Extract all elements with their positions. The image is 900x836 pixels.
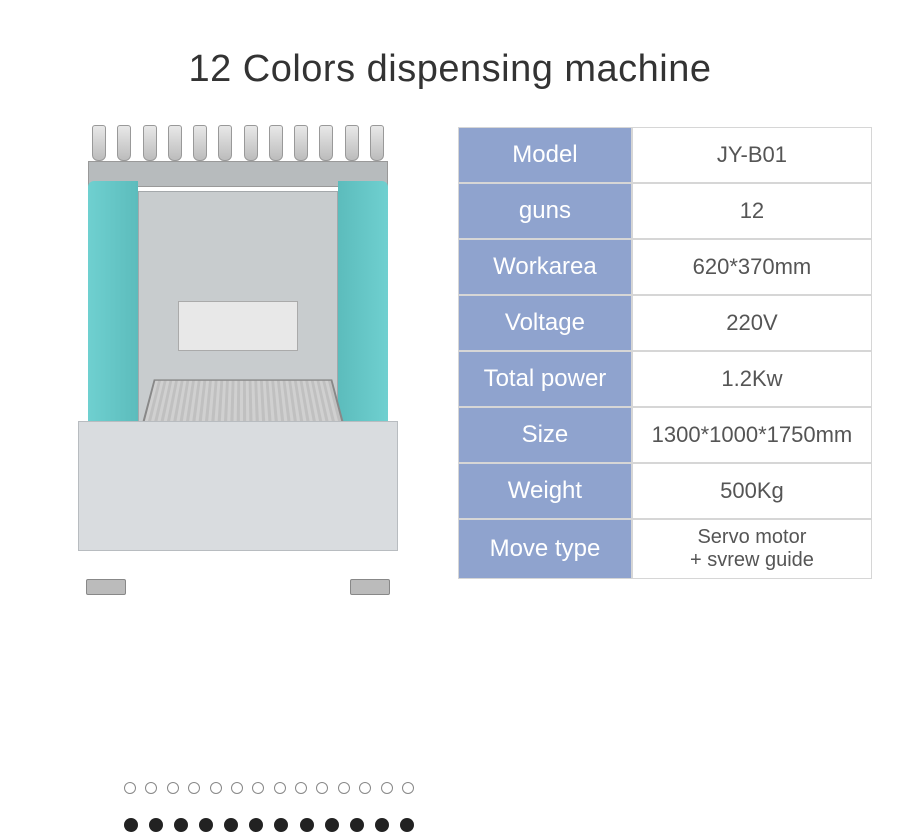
nozzle-icon [319, 125, 333, 161]
knob-icon [224, 818, 238, 832]
gauge-icon [402, 782, 414, 794]
spec-label: Weight [458, 463, 632, 519]
gauge-icon [145, 782, 157, 794]
table-row: Size1300*1000*1750mm [458, 407, 872, 463]
gauge-icon [210, 782, 222, 794]
gauge-icon [167, 782, 179, 794]
gauge-icon [188, 782, 200, 794]
machine-side-right [338, 181, 388, 441]
spec-label: Voltage [458, 295, 632, 351]
machine-base [78, 421, 398, 551]
nozzle-icon [117, 125, 131, 161]
spec-value: 500Kg [632, 463, 872, 519]
knob-icon [350, 818, 364, 832]
specs-column: ModelJY-B01guns12Workarea620*370mmVoltag… [458, 121, 872, 579]
nozzle-icon [143, 125, 157, 161]
machine-side-left [88, 181, 138, 441]
knob-icon [375, 818, 389, 832]
table-row: Total power1.2Kw [458, 351, 872, 407]
machine-foot-left [86, 579, 126, 595]
gauge-icon [338, 782, 350, 794]
nozzle-icon [269, 125, 283, 161]
gauge-icon [381, 782, 393, 794]
table-row: guns12 [458, 183, 872, 239]
machine-foot-right [350, 579, 390, 595]
spec-label: Model [458, 127, 632, 183]
spec-value: 620*370mm [632, 239, 872, 295]
spec-value: JY-B01 [632, 127, 872, 183]
table-row: Voltage220V [458, 295, 872, 351]
spec-label: Size [458, 407, 632, 463]
knob-icon [300, 818, 314, 832]
spec-value: 1.2Kw [632, 351, 872, 407]
nozzle-icon [92, 125, 106, 161]
page-title: 12 Colors dispensing machine [0, 0, 900, 121]
nozzle-icon [168, 125, 182, 161]
knob-icon [325, 818, 339, 832]
nozzle-icon [345, 125, 359, 161]
table-row: Workarea620*370mm [458, 239, 872, 295]
nozzle-icon [244, 125, 258, 161]
spec-label: Total power [458, 351, 632, 407]
spec-value: Servo motor+ svrew guide [632, 519, 872, 579]
machine-illustration [48, 121, 428, 581]
machine-work-tray [141, 379, 344, 425]
spec-value: 1300*1000*1750mm [632, 407, 872, 463]
table-row: Weight500Kg [458, 463, 872, 519]
nozzle-icon [193, 125, 207, 161]
knob-icon [400, 818, 414, 832]
nozzle-icon [294, 125, 308, 161]
gauge-icon [252, 782, 264, 794]
knob-icon [249, 818, 263, 832]
gauge-row [124, 782, 414, 798]
gauge-icon [231, 782, 243, 794]
knob-icon [124, 818, 138, 832]
spec-value: 12 [632, 183, 872, 239]
specs-table: ModelJY-B01guns12Workarea620*370mmVoltag… [458, 127, 872, 579]
nozzle-row [92, 125, 384, 165]
knob-icon [199, 818, 213, 832]
nozzle-icon [370, 125, 384, 161]
spec-label: Workarea [458, 239, 632, 295]
table-row: ModelJY-B01 [458, 127, 872, 183]
knob-row [124, 818, 414, 836]
table-row: Move typeServo motor+ svrew guide [458, 519, 872, 579]
gauge-icon [316, 782, 328, 794]
gauge-icon [124, 782, 136, 794]
knob-icon [149, 818, 163, 832]
nozzle-icon [218, 125, 232, 161]
knob-icon [174, 818, 188, 832]
spec-value: 220V [632, 295, 872, 351]
gauge-icon [295, 782, 307, 794]
content-row: ModelJY-B01guns12Workarea620*370mmVoltag… [0, 121, 900, 601]
spec-label: Move type [458, 519, 632, 579]
gauge-icon [359, 782, 371, 794]
gauge-icon [274, 782, 286, 794]
spec-label: guns [458, 183, 632, 239]
knob-icon [274, 818, 288, 832]
product-image [28, 121, 448, 601]
machine-dispensing-head [178, 301, 298, 351]
